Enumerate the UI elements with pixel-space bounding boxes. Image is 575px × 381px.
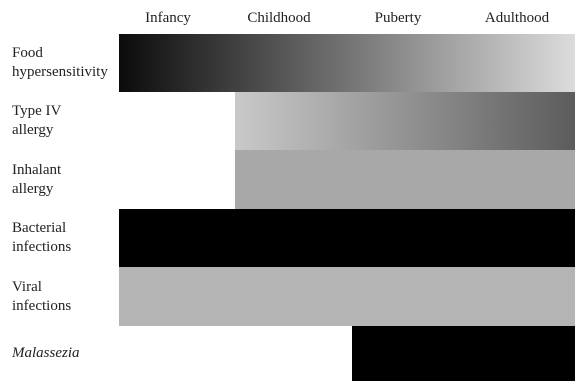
bar-type-iv-allergy [235, 92, 575, 150]
row-label-line: Bacterial [12, 220, 67, 236]
row-label-viral-infections: Viral infections [12, 278, 122, 316]
stage-header-infancy: Infancy [145, 10, 191, 26]
row-label-malassezia: Malassezia [12, 344, 122, 363]
bar-bacterial-infections [119, 209, 575, 267]
row-label-line: Viral [12, 279, 42, 295]
stage-header-adulthood: Adulthood [484, 10, 550, 26]
bar-food-hypersensitivity [119, 34, 575, 92]
bar-malassezia [352, 326, 575, 381]
row-label-type-iv-allergy: Type IV allergy [12, 102, 122, 140]
row-label-line: infections [12, 298, 72, 314]
row-label-inhalant-allergy: Inhalant allergy [12, 161, 122, 199]
row-label-bacterial-infections: Bacterial infections [12, 219, 122, 257]
row-label-food-hypersensitivity: Food hypersensitivity [12, 44, 122, 82]
row-label-line: allergy [12, 122, 54, 138]
stage-header-childhood: Childhood [247, 10, 311, 26]
row-label-line: Malassezia [12, 345, 80, 361]
row-label-line: allergy [12, 181, 54, 197]
stage-header-puberty: Puberty [374, 10, 422, 26]
bar-viral-infections [119, 267, 575, 326]
row-label-line: hypersensitivity [12, 64, 108, 80]
row-label-line: infections [12, 239, 72, 255]
row-label-line: Inhalant [12, 162, 62, 178]
row-label-line: Type IV [12, 103, 62, 119]
bar-inhalant-allergy [235, 150, 575, 209]
row-label-line: Food [12, 45, 43, 61]
